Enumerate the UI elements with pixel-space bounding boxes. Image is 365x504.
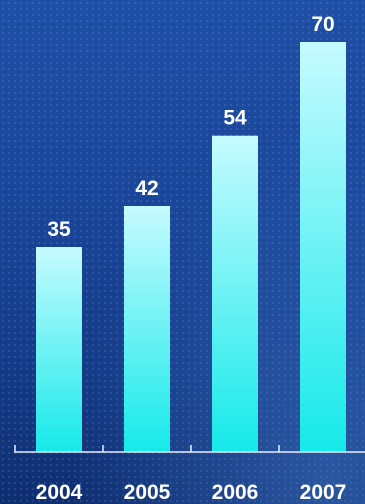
- data-label-2007: 70: [311, 13, 334, 36]
- x-tick-label-2005: 2005: [124, 481, 171, 504]
- data-label-2006: 54: [223, 107, 247, 130]
- bar-2005: [124, 206, 170, 452]
- bar-2006: [212, 135, 258, 452]
- x-tick-label-2004: 2004: [36, 481, 83, 504]
- x-tick-label-2007: 2007: [300, 481, 347, 504]
- bar-2004: [36, 247, 82, 452]
- x-axis: [14, 445, 365, 453]
- data-label-2004: 35: [47, 218, 71, 241]
- x-tick-labels: 2004 2005 2006 2007: [36, 481, 347, 504]
- x-tick-label-2006: 2006: [212, 481, 259, 504]
- bar-2007: [300, 42, 346, 452]
- data-label-2005: 42: [135, 177, 158, 200]
- bars-group: 35 42 54 70: [36, 13, 346, 452]
